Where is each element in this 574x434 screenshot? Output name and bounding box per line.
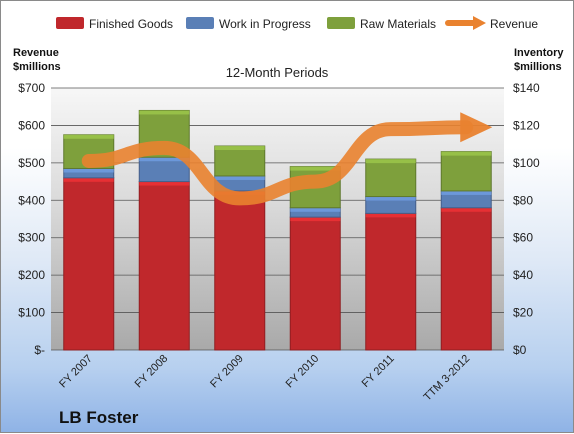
bar-raw-materials-top (215, 146, 265, 150)
bar-finished-goods-top (366, 213, 416, 217)
right-axis-ticks: $0 $20 $40 $60 $80 $100 $120 $140 (513, 81, 540, 357)
right-tick-label: $140 (513, 81, 540, 95)
legend-label-revenue: Revenue (490, 17, 538, 31)
right-axis-title-line1: Inventory (514, 47, 564, 59)
left-tick-label: $300 (18, 231, 45, 245)
bar-finished-goods (366, 213, 416, 350)
right-tick-label: $60 (513, 231, 533, 245)
right-tick-label: $20 (513, 306, 533, 320)
x-tick-label: FY 2009 (208, 353, 246, 391)
footer-label: LB Foster (59, 408, 139, 427)
legend-swatch-wip (186, 17, 214, 29)
bar-finished-goods (139, 182, 189, 350)
x-tick-label: FY 2008 (133, 353, 171, 391)
legend: Finished Goods Work in Progress Raw Mate… (56, 16, 538, 31)
bar-finished-goods (64, 178, 114, 350)
left-tick-label: $100 (18, 306, 45, 320)
x-axis-ticks: FY 2007 FY 2008 FY 2009 FY 2010 FY 2011 TTM 3… (57, 353, 472, 404)
x-tick-label: FY 2007 (57, 353, 95, 391)
bar-finished-goods-top (139, 182, 189, 186)
right-tick-label: $80 (513, 193, 533, 207)
right-axis-title-line2: $millions (514, 61, 562, 73)
right-tick-label: $120 (513, 118, 540, 132)
bar-finished-goods (215, 191, 265, 350)
x-tick-label: FY 2011 (360, 353, 397, 390)
left-tick-label: $400 (18, 193, 45, 207)
right-tick-label: $100 (513, 156, 540, 170)
legend-label-raw: Raw Materials (360, 17, 436, 31)
bar-work-in-progress-top (64, 168, 114, 172)
right-tick-label: $40 (513, 268, 533, 282)
left-tick-label: $- (34, 343, 45, 357)
bar-finished-goods (290, 217, 340, 350)
bar-raw-materials (441, 152, 491, 191)
left-tick-label: $600 (18, 118, 45, 132)
legend-swatch-finished-goods (56, 17, 84, 29)
left-tick-label: $700 (18, 81, 45, 95)
bar-work-in-progress-top (441, 191, 491, 195)
bar-raw-materials-top (139, 110, 189, 114)
x-tick-label: FY 2010 (284, 353, 322, 391)
bar-raw-materials-top (441, 152, 491, 156)
bar-raw-materials-top (366, 159, 416, 163)
left-axis-title-line2: $millions (13, 61, 61, 73)
legend-label-wip: Work in Progress (219, 17, 311, 31)
right-tick-label: $0 (513, 343, 527, 357)
bar-finished-goods-top (290, 217, 340, 221)
legend-swatch-raw (327, 17, 355, 29)
left-tick-label: $200 (18, 268, 45, 282)
legend-label-finished-goods: Finished Goods (89, 17, 173, 31)
bar-finished-goods (441, 208, 491, 350)
bar-raw-materials-top (64, 135, 114, 139)
bar-work-in-progress-top (290, 208, 340, 212)
bar-finished-goods-top (64, 178, 114, 182)
left-axis-ticks: $- $100 $200 $300 $400 $500 $600 $700 (18, 81, 45, 357)
bar-work-in-progress-top (366, 197, 416, 201)
bar-finished-goods-top (441, 208, 491, 212)
bar-work-in-progress-top (215, 176, 265, 180)
bar-raw-materials (215, 146, 265, 176)
left-tick-label: $500 (18, 156, 45, 170)
bar-raw-materials (366, 159, 416, 196)
x-tick-label: TTM 3-2012 (422, 353, 473, 404)
legend-arrow-revenue (473, 16, 486, 30)
left-axis-title-line1: Revenue (13, 47, 59, 59)
plot-title: 12-Month Periods (226, 65, 329, 80)
